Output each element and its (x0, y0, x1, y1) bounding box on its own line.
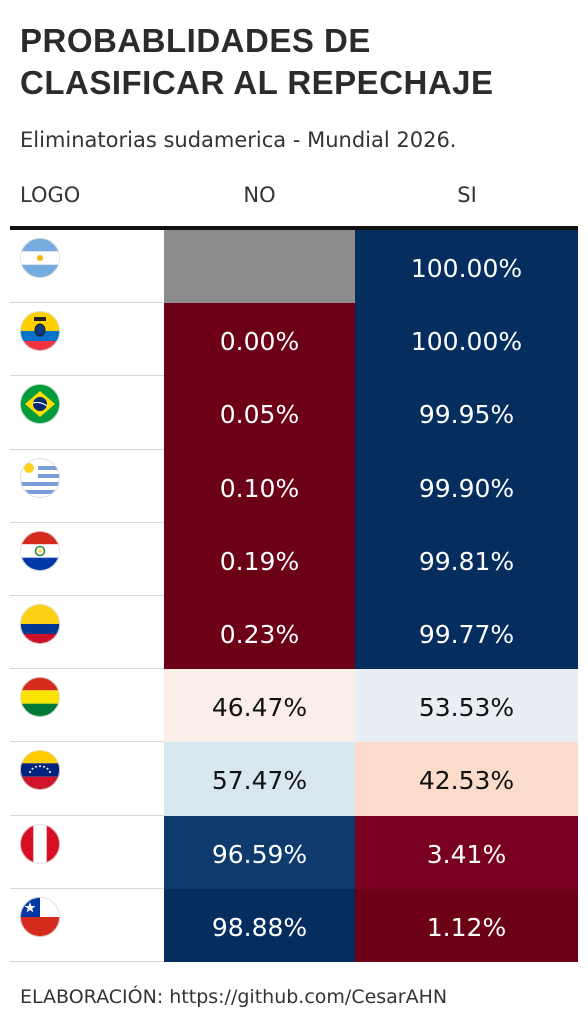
ecuador-flag-icon (20, 311, 60, 352)
cell-no-value: 96.59% (164, 815, 355, 889)
table-row: 98.88% 1.12% (10, 888, 578, 962)
cell-si-value: 1.12% (355, 888, 578, 962)
cell-si-value: 100.00% (355, 230, 578, 304)
column-header-logo: LOGO (20, 183, 81, 207)
cell-no-value: 0.10% (164, 449, 355, 523)
table-row: 46.47% 53.53% (10, 669, 578, 743)
cell-si-value: 99.90% (355, 449, 578, 523)
cell-si-value: 100.00% (355, 303, 578, 377)
cell-no-value: 57.47% (164, 742, 355, 816)
argentina-flag-icon (20, 238, 60, 278)
cell-si-value: 99.95% (355, 376, 578, 450)
table-row: 0.10% 99.90% (10, 449, 578, 523)
cell-no-value: 0.19% (164, 522, 355, 596)
cell-no-value: 98.88% (164, 888, 355, 962)
table-row: 0.19% 99.81% (10, 522, 578, 596)
chart-title: PROBABLIDADES DE CLASIFICAR AL REPECHAJE (20, 22, 494, 101)
probability-table: 100.00% 0.00% 100.00% 0.05% 99.95% 0.10% 99.90… (10, 230, 578, 962)
column-header-si: SI (457, 183, 477, 207)
colombia-flag-icon (20, 603, 60, 644)
table-row: 0.05% 99.95% (10, 376, 578, 450)
uruguay-flag-icon (20, 457, 60, 498)
chile-flag-icon (20, 896, 60, 937)
header-divider (10, 226, 578, 230)
table-row: 0.00% 100.00% (10, 303, 578, 377)
paraguay-flag-icon (20, 530, 60, 571)
venezuela-flag-icon (20, 750, 60, 791)
table-row: 0.23% 99.77% (10, 595, 578, 670)
table-row: 100.00% (10, 230, 578, 304)
cell-no-value: 0.05% (164, 376, 355, 450)
cell-no-value: 0.00% (164, 303, 355, 377)
chart-subtitle: Eliminatorias sudamerica - Mundial 2026. (20, 128, 457, 152)
cell-si-value: 53.53% (355, 669, 578, 743)
cell-si-value: 99.81% (355, 522, 578, 596)
footer-credit: ELABORACIÓN: https://github.com/CesarAHN (20, 986, 448, 1008)
cell-no-value: 46.47% (164, 669, 355, 743)
peru-flag-icon (20, 823, 60, 864)
cell-no-value (164, 230, 355, 304)
brazil-flag-icon (20, 384, 60, 425)
table-row: 96.59% 3.41% (10, 815, 578, 889)
cell-no-value: 0.23% (164, 595, 355, 670)
cell-si-value: 42.53% (355, 742, 578, 816)
cell-si-value: 99.77% (355, 595, 578, 670)
bolivia-flag-icon (20, 677, 60, 718)
column-header-no: NO (243, 183, 276, 207)
table-row: 57.47% 42.53% (10, 742, 578, 816)
cell-si-value: 3.41% (355, 815, 578, 889)
